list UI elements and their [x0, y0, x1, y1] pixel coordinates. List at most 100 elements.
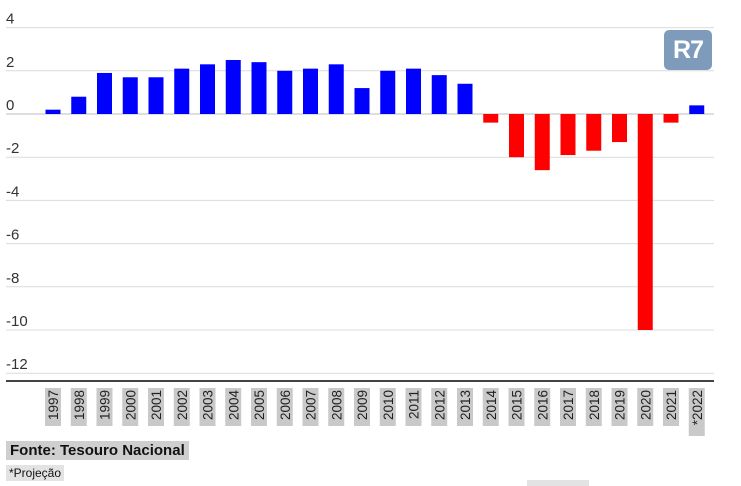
- bar-2004: [225, 60, 241, 114]
- x-tick-label: 2010: [381, 390, 396, 420]
- grid-layer: [6, 27, 714, 382]
- bar-2021: [663, 114, 679, 123]
- x-tick-label: 2002: [175, 390, 190, 420]
- x-tick-label: 2000: [123, 390, 138, 420]
- x-tick-2009: 2009: [354, 388, 370, 426]
- x-tick-bg: [225, 388, 242, 426]
- x-tick-2022: *2022: [688, 388, 705, 436]
- bar-2006: [277, 70, 293, 114]
- x-tick-bg: [405, 388, 422, 426]
- bar-2008: [328, 64, 344, 114]
- x-tick-2020: 2020: [637, 388, 654, 426]
- x-tick-2000: 2000: [122, 388, 139, 426]
- x-tick-label: 2013: [458, 390, 473, 420]
- x-tick-bg: [45, 388, 61, 426]
- y-tick-label: -2: [6, 140, 19, 157]
- x-tick-bg: [354, 388, 370, 426]
- x-tick-bg: [688, 388, 705, 436]
- bar-2009: [354, 88, 370, 114]
- x-tick-bg: [611, 388, 628, 426]
- x-tick-2012: 2012: [431, 388, 448, 426]
- x-tick-2010: 2010: [379, 388, 396, 426]
- x-tick-2005: 2005: [251, 388, 267, 426]
- x-tick-label: 2020: [638, 390, 653, 420]
- bar-2022: [689, 105, 705, 114]
- bar-1999: [97, 72, 112, 114]
- x-tick-label: 2017: [561, 390, 576, 420]
- x-tick-label: 2004: [226, 390, 241, 421]
- x-tick-2011: 2011: [405, 388, 422, 426]
- y-tick-label: -4: [6, 183, 19, 200]
- x-tick-bg: [276, 388, 293, 426]
- bar-2007: [303, 68, 318, 114]
- x-tick-label: 2006: [278, 390, 293, 420]
- projection-note: *Projeção: [6, 465, 65, 481]
- x-tick-bg: [534, 388, 551, 426]
- bar-2010: [380, 70, 396, 114]
- x-tick-2015: 2015: [508, 388, 525, 426]
- y-tick-label: -8: [6, 270, 19, 287]
- x-tick-2001: 2001: [148, 388, 164, 426]
- x-tick-bg: [173, 388, 190, 426]
- bar-2014: [483, 114, 499, 123]
- x-tick-bg: [585, 388, 602, 426]
- x-tick-2008: 2008: [328, 388, 345, 426]
- x-tick-2007: 2007: [302, 388, 319, 426]
- y-tick-label: 2: [6, 54, 14, 71]
- y-tick-label: -10: [6, 313, 28, 330]
- x-tick-bg: [122, 388, 139, 426]
- x-tick-1998: 1998: [70, 388, 87, 426]
- x-tick-label: 2018: [587, 390, 602, 420]
- x-tick-label: 2014: [484, 390, 499, 421]
- x-tick-2019: 2019: [611, 388, 628, 426]
- y-axis-ticks: 4 2 0 -2 -4 -6 -8 -10 -12: [6, 11, 28, 374]
- x-tick-bg: [508, 388, 525, 426]
- x-tick-label: *2022: [690, 390, 705, 425]
- x-tick-2004: 2004: [225, 388, 242, 426]
- r7-logo: R7: [664, 30, 712, 70]
- y-tick-label: -6: [6, 227, 19, 244]
- x-tick-bg: [637, 388, 654, 426]
- x-tick-2002: 2002: [173, 388, 190, 426]
- x-tick-label: 2009: [355, 390, 370, 420]
- y-tick-label: -12: [6, 356, 28, 373]
- bar-chart: 4 2 0 -2 -4 -6 -8 -10 -12 1997 1998 1999 2000 2001 20…: [6, 11, 714, 436]
- x-tick-bg: [457, 388, 473, 426]
- x-tick-label: 2015: [510, 390, 525, 420]
- footer-decoration: [527, 480, 589, 486]
- bar-2002: [174, 68, 190, 114]
- bar-1998: [71, 96, 87, 114]
- bar-2020: [637, 114, 653, 330]
- y-tick-label: 0: [6, 97, 14, 114]
- x-tick-2003: 2003: [199, 388, 216, 426]
- x-tick-bg: [379, 388, 396, 426]
- x-tick-bg: [96, 388, 113, 426]
- x-tick-bg: [251, 388, 267, 426]
- x-tick-label: 1999: [98, 390, 113, 420]
- bar-2000: [122, 77, 138, 114]
- bar-2018: [586, 114, 602, 151]
- bar-2017: [560, 114, 576, 156]
- bar-2005: [251, 62, 267, 114]
- bar-2001: [148, 77, 164, 114]
- x-tick-bg: [431, 388, 448, 426]
- x-tick-label: 2001: [149, 390, 164, 420]
- bar-2003: [200, 64, 215, 114]
- bars: [45, 60, 705, 330]
- x-tick-2018: 2018: [585, 388, 602, 426]
- x-tick-1999: 1999: [96, 388, 113, 426]
- x-tick-label: 2016: [535, 390, 550, 420]
- bar-2012: [431, 75, 447, 114]
- x-tick-label: 2007: [304, 390, 319, 420]
- x-tick-bg: [302, 388, 319, 426]
- bar-2013: [457, 83, 473, 114]
- x-tick-label: 2012: [432, 390, 447, 420]
- x-tick-bg: [560, 388, 576, 426]
- x-tick-label: 1998: [72, 390, 87, 420]
- x-tick-2021: 2021: [663, 388, 679, 426]
- bar-2011: [406, 68, 421, 114]
- x-tick-2016: 2016: [534, 388, 551, 426]
- x-tick-2014: 2014: [482, 388, 499, 426]
- x-tick-1997: 1997: [45, 388, 61, 426]
- x-tick-bg: [148, 388, 164, 426]
